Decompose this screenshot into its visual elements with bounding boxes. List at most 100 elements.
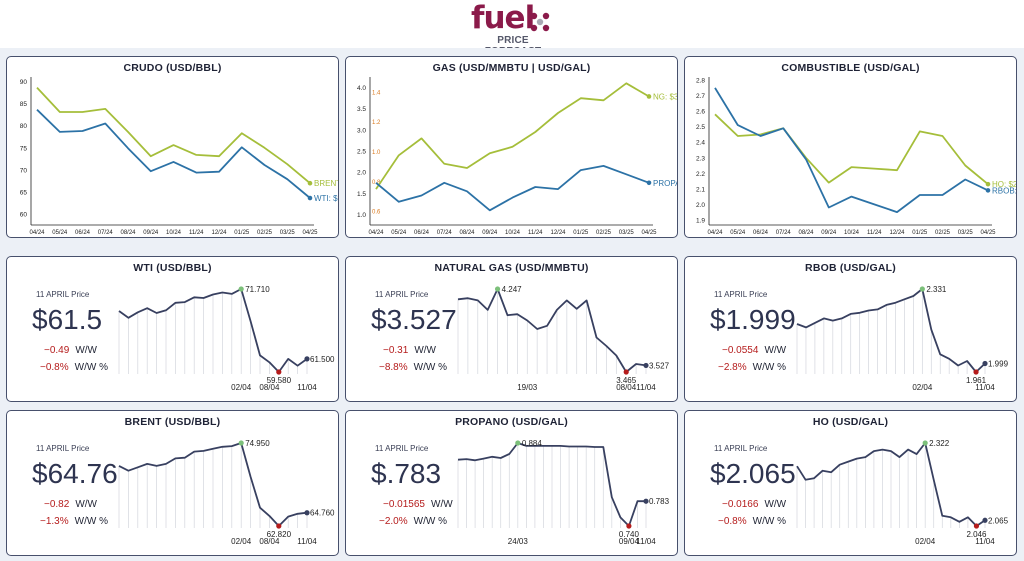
- propano-ww-pct-label: W/W %: [413, 516, 447, 527]
- wti-price-value: $61.5: [32, 304, 103, 335]
- propano-card: PROPANO (USD/GAL) 11 APRIL Price $.783 −…: [345, 410, 678, 556]
- series-line-wti: [36, 109, 311, 199]
- y-tick-label-6: 2.5: [696, 124, 705, 131]
- brent-weekly-change-pct: −1.3% W/W %: [40, 516, 108, 527]
- min-value-label: 0.740: [619, 530, 640, 539]
- y-tick-label-5: 85: [20, 101, 28, 108]
- x-tick-label-7: 11/24: [867, 230, 882, 236]
- last-value-label: 0.783: [649, 497, 670, 506]
- sparkline: [118, 442, 308, 527]
- max-point: [494, 286, 501, 292]
- y-tick-label-0: 1.9: [696, 217, 705, 224]
- natural-gas-card: NATURAL GAS (USD/MMBTU) 11 APRIL Price $…: [345, 256, 678, 402]
- propano-ww-label: W/W: [431, 499, 453, 510]
- max-value-label: 2.322: [929, 439, 950, 448]
- y2-tick-label-3: 1.2: [372, 120, 381, 126]
- x-date-label-0: 02/04: [915, 537, 936, 546]
- gas-line-chart: 1.01.52.02.53.03.54.00.60.81.01.21.404/2…: [357, 77, 678, 236]
- x-tick-label-1: 05/24: [391, 230, 407, 236]
- x-date-label-1: 09/04: [619, 537, 640, 546]
- rbob-card: RBOB (USD/GAL) 11 APRIL Price $1.999 −0.…: [684, 256, 1017, 402]
- brent-ww-pct-value: −1.3%: [40, 516, 69, 527]
- max-point: [922, 440, 928, 446]
- y-tick-label-2: 2.0: [357, 170, 366, 177]
- brent-price-date-label: 11 APRIL Price: [36, 444, 90, 453]
- y-tick-label-4: 3.0: [357, 127, 366, 134]
- x-tick-label-6: 10/24: [844, 230, 860, 236]
- series-end-point-ho: [985, 181, 991, 187]
- y2-tick-label-4: 1.4: [372, 90, 381, 96]
- last-point: [982, 360, 988, 367]
- wti-ww-label: W/W: [75, 345, 97, 356]
- x-tick-label-7: 11/24: [528, 230, 543, 236]
- ho-price-value: $2.065: [710, 458, 796, 489]
- series-line-ng: [375, 82, 650, 190]
- x-date-label-1: 08/04: [259, 537, 280, 546]
- min-value-label: 3.465: [616, 376, 637, 385]
- propano-ww-value: −0.01565: [383, 499, 425, 510]
- max-value-label: 74.950: [245, 439, 270, 448]
- x-tick-label-3: 07/24: [437, 230, 453, 236]
- x-date-label-1: 08/04: [259, 383, 280, 392]
- min-point: [623, 369, 629, 375]
- x-tick-label-9: 01/25: [234, 230, 250, 236]
- propano-weekly-change-pct: −2.0% W/W %: [379, 516, 447, 527]
- y-tick-label-3: 2.5: [357, 149, 366, 156]
- y-tick-label-5: 2.4: [696, 140, 705, 147]
- series-end-label-wti: WTI: $63.64: [314, 194, 339, 203]
- series-line-ho: [714, 113, 989, 185]
- combustible-line-chart: 1.9 2.0 2.1 2.2 2.3 2.4 2.5 2.6 2.7 2.8 04/24 05/24…: [696, 77, 1017, 236]
- last-value-label: 2.065: [988, 516, 1009, 525]
- max-value-label: 0.884: [522, 439, 543, 448]
- x-tick-label-10: 02/25: [935, 230, 951, 236]
- propano-card-title: PROPANO (USD/GAL): [455, 416, 568, 428]
- series-end-point-ng: [646, 94, 652, 99]
- rbob-price-value: $1.999: [710, 304, 796, 335]
- max-point: [238, 440, 244, 446]
- ho-weekly-change: −0.0166 W/W: [722, 499, 786, 510]
- x-tick-label-11: 03/25: [958, 230, 974, 236]
- x-date-label-2: 11/04: [297, 537, 317, 546]
- wti-ww-value: −0.49: [44, 345, 70, 356]
- ho-ww-label: W/W: [764, 499, 787, 510]
- y-tick-label-1: 2.0: [696, 202, 705, 209]
- x-tick-label-0: 04/24: [29, 230, 45, 236]
- x-date-label-0: 19/03: [517, 383, 538, 392]
- wti-sparkline: 71.710 59.580 61.500 02/04 08/04 11/04: [118, 285, 335, 392]
- x-tick-label-8: 12/24: [889, 230, 905, 236]
- x-date-label-1: 11/04: [975, 383, 995, 392]
- ho-ww-pct-label: W/W %: [752, 516, 786, 527]
- x-tick-label-3: 07/24: [98, 230, 114, 236]
- y-tick-label-2: 70: [20, 167, 28, 174]
- x-tick-label-2: 06/24: [75, 230, 91, 236]
- x-date-label-2: 11/04: [297, 383, 317, 392]
- combustible-chart-title: COMBUSTIBLE (USD/GAL): [781, 62, 920, 74]
- wti-weekly-change: −0.49 W/W: [44, 345, 97, 356]
- brent-ww-label: W/W: [75, 499, 97, 510]
- x-tick-label-0: 04/24: [368, 230, 384, 236]
- min-value-label: 2.046: [966, 530, 987, 539]
- brent-ww-pct-label: W/W %: [74, 516, 108, 527]
- ho-ww-value: −0.0166: [722, 499, 759, 510]
- wti-card: WTI (USD/BBL) 11 APRIL Price $61.5 −0.49…: [6, 256, 339, 402]
- series-end-label-ho: HO: $2.13: [992, 180, 1017, 189]
- brent-card: BRENT (USD/BBL) 11 APRIL Price $64.76 −0…: [6, 410, 339, 556]
- last-value-label: 61.500: [310, 355, 335, 364]
- min-point: [973, 523, 980, 529]
- y-tick-label-7: 2.6: [696, 109, 705, 116]
- max-point: [919, 286, 925, 292]
- series-end-label-ng: NG: $3.79: [653, 92, 678, 101]
- brent-price-value: $64.76: [32, 458, 118, 489]
- x-date-label-0: 24/03: [508, 537, 529, 546]
- min-point: [626, 523, 632, 529]
- x-tick-label-6: 10/24: [505, 230, 521, 236]
- last-value-label: 1.999: [988, 359, 1009, 368]
- x-tick-label-4: 08/24: [798, 230, 814, 236]
- ho-card: HO (USD/GAL) 11 APRIL Price $2.065 −0.01…: [684, 410, 1017, 556]
- sparkline: [118, 288, 308, 373]
- x-date-label-1: 11/04: [975, 537, 995, 546]
- sparkline: [796, 288, 986, 373]
- x-tick-label-9: 01/25: [573, 230, 589, 236]
